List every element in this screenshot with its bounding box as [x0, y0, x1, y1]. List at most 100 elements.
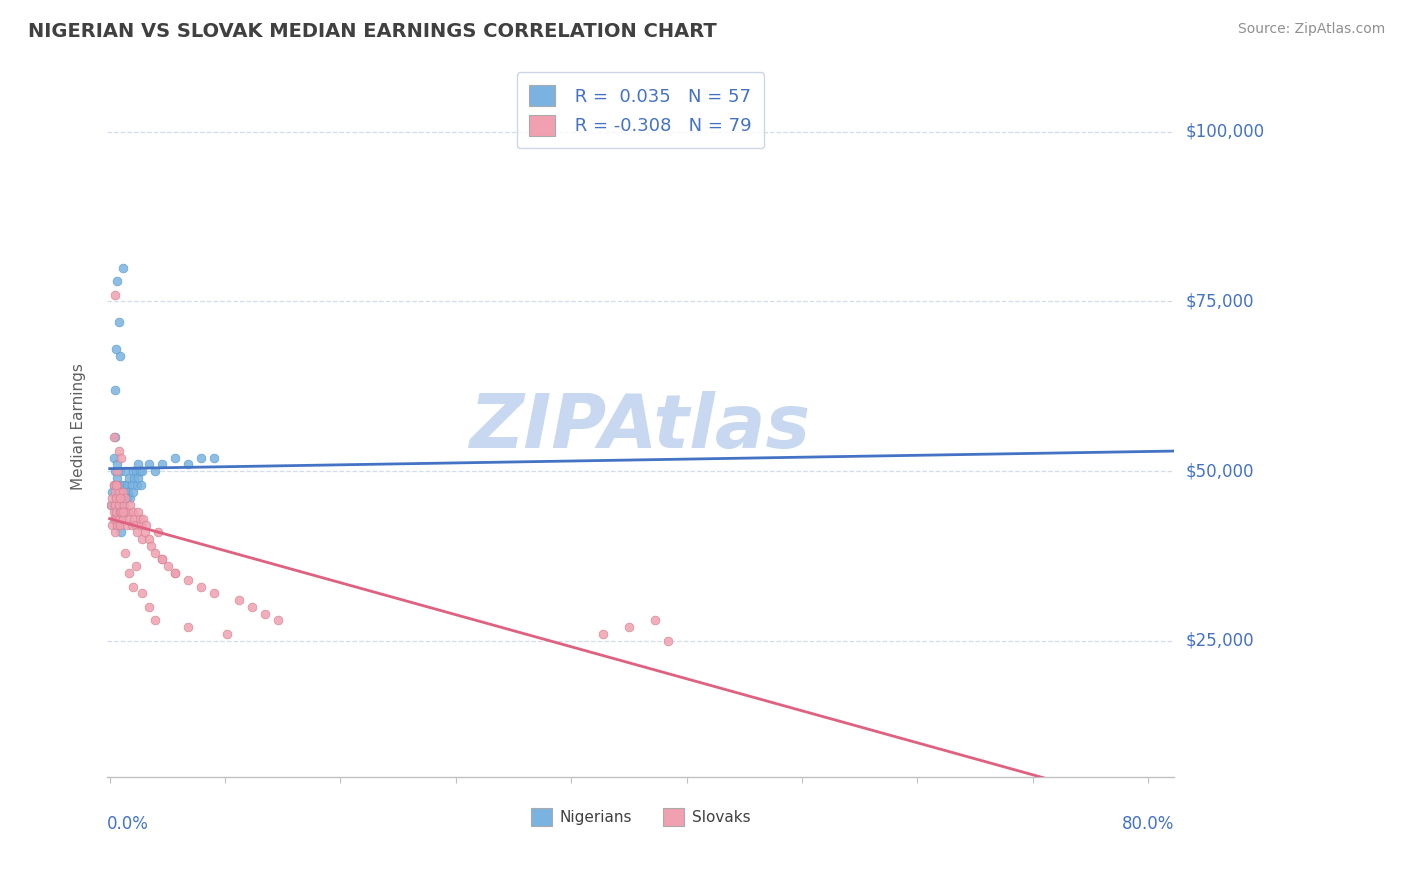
- Point: [163, 450, 186, 465]
- Point: [105, 491, 128, 506]
- Point: [122, 464, 145, 478]
- Point: [107, 511, 129, 525]
- Point: [108, 505, 131, 519]
- Point: [108, 349, 131, 363]
- Point: [110, 477, 132, 491]
- Point: [129, 518, 152, 533]
- Legend: Nigerians, Slovaks: Nigerians, Slovaks: [524, 802, 756, 832]
- Point: [124, 518, 146, 533]
- Point: [111, 484, 134, 499]
- Point: [107, 464, 129, 478]
- Point: [190, 580, 212, 594]
- Point: [138, 599, 160, 614]
- Point: [132, 511, 155, 525]
- Point: [122, 505, 145, 519]
- Point: [112, 491, 135, 506]
- Point: [108, 505, 131, 519]
- Point: [176, 458, 198, 472]
- Point: [215, 627, 238, 641]
- Point: [111, 511, 134, 525]
- Point: [134, 525, 156, 540]
- Point: [108, 518, 131, 533]
- Point: [110, 525, 132, 540]
- Point: [124, 511, 146, 525]
- Point: [176, 620, 198, 634]
- Point: [104, 430, 127, 444]
- Point: [107, 477, 129, 491]
- Point: [114, 464, 136, 478]
- Point: [121, 477, 143, 491]
- Point: [104, 464, 127, 478]
- Point: [163, 566, 186, 580]
- Point: [141, 539, 163, 553]
- Point: [104, 383, 127, 397]
- Point: [107, 471, 129, 485]
- Point: [103, 450, 125, 465]
- Point: [228, 593, 250, 607]
- Point: [644, 614, 666, 628]
- Y-axis label: Median Earnings: Median Earnings: [72, 364, 86, 491]
- Point: [103, 477, 125, 491]
- Point: [107, 498, 129, 512]
- Point: [138, 458, 160, 472]
- Point: [108, 491, 131, 506]
- Point: [117, 484, 139, 499]
- Point: [103, 498, 125, 512]
- Text: 0.0%: 0.0%: [107, 815, 149, 833]
- Point: [107, 484, 129, 499]
- Point: [120, 491, 142, 506]
- Text: $25,000: $25,000: [1185, 632, 1254, 650]
- Point: [143, 464, 166, 478]
- Point: [112, 498, 135, 512]
- Point: [101, 518, 124, 533]
- Point: [120, 498, 142, 512]
- Point: [131, 464, 153, 478]
- Point: [127, 471, 149, 485]
- Point: [107, 274, 129, 288]
- Point: [107, 518, 129, 533]
- Point: [111, 260, 134, 275]
- Point: [107, 458, 129, 472]
- Point: [118, 511, 141, 525]
- Point: [108, 464, 131, 478]
- Point: [100, 498, 122, 512]
- Point: [115, 518, 138, 533]
- Point: [267, 614, 290, 628]
- Point: [105, 477, 128, 491]
- Point: [105, 477, 128, 491]
- Point: [146, 525, 169, 540]
- Point: [143, 546, 166, 560]
- Text: $100,000: $100,000: [1185, 123, 1264, 141]
- Point: [127, 505, 149, 519]
- Text: $50,000: $50,000: [1185, 462, 1254, 480]
- Point: [202, 450, 225, 465]
- Point: [124, 471, 146, 485]
- Point: [129, 477, 152, 491]
- Point: [128, 464, 150, 478]
- Point: [657, 633, 679, 648]
- Point: [101, 491, 124, 506]
- Point: [108, 491, 131, 506]
- Point: [115, 477, 138, 491]
- Point: [103, 511, 125, 525]
- Point: [150, 458, 173, 472]
- Point: [105, 491, 128, 506]
- Text: NIGERIAN VS SLOVAK MEDIAN EARNINGS CORRELATION CHART: NIGERIAN VS SLOVAK MEDIAN EARNINGS CORRE…: [28, 22, 717, 41]
- Point: [110, 505, 132, 519]
- Point: [111, 498, 134, 512]
- Point: [104, 287, 127, 301]
- Point: [104, 511, 127, 525]
- Point: [105, 505, 128, 519]
- Point: [114, 491, 136, 506]
- Point: [105, 342, 128, 356]
- Point: [115, 491, 138, 506]
- Point: [118, 471, 141, 485]
- Point: [135, 518, 157, 533]
- Point: [111, 484, 134, 499]
- Point: [105, 505, 128, 519]
- Point: [104, 484, 127, 499]
- Text: $75,000: $75,000: [1185, 293, 1254, 310]
- Point: [103, 477, 125, 491]
- Point: [104, 498, 127, 512]
- Point: [107, 498, 129, 512]
